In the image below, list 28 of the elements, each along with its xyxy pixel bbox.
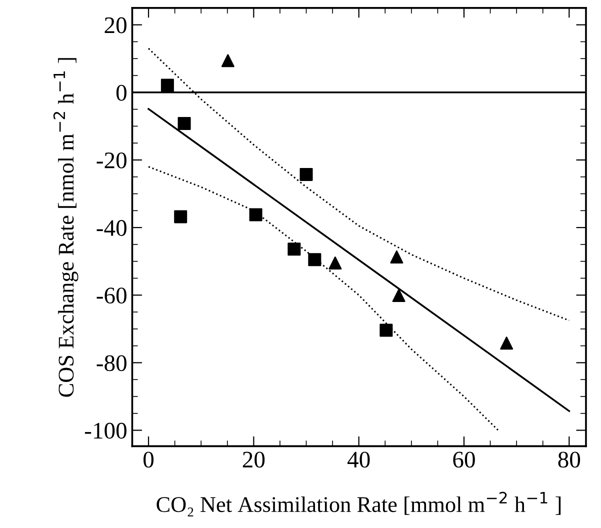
point [288, 242, 301, 256]
x-tick-label: 60 [453, 452, 475, 468]
point [300, 168, 313, 182]
y-tick-label: 20 [104, 17, 126, 34]
point [249, 208, 262, 222]
point [380, 324, 393, 337]
point [221, 54, 234, 68]
point [500, 336, 514, 350]
x-tick-label: 80 [558, 452, 580, 468]
y-tick-label: -100 [84, 422, 126, 439]
y-tick-label: -40 [96, 220, 126, 236]
point [160, 78, 174, 92]
x-axis-title: CO₂ Net Assimilation Rate [mmol m$^{−2}$ h$^{−1}$ ] [156, 492, 561, 516]
y-tick-label: -60 [96, 288, 126, 304]
point [390, 250, 404, 264]
x-tick-label: 0 [144, 452, 154, 468]
y-axis-title: COS Exchange Rate [nmol m$^{−2}$ h$^{−1}$ ] [53, 58, 78, 397]
y-tick-label: 0 [116, 84, 126, 101]
point [178, 116, 191, 130]
y-tick-label: -20 [96, 152, 126, 168]
x-tick-label: 20 [242, 452, 265, 468]
point [308, 253, 322, 266]
point [392, 288, 406, 302]
y-tick-label: -80 [96, 355, 126, 372]
point [174, 210, 188, 224]
point [328, 256, 342, 270]
line-series [148, 166, 499, 432]
x-tick-label: 40 [347, 452, 370, 468]
